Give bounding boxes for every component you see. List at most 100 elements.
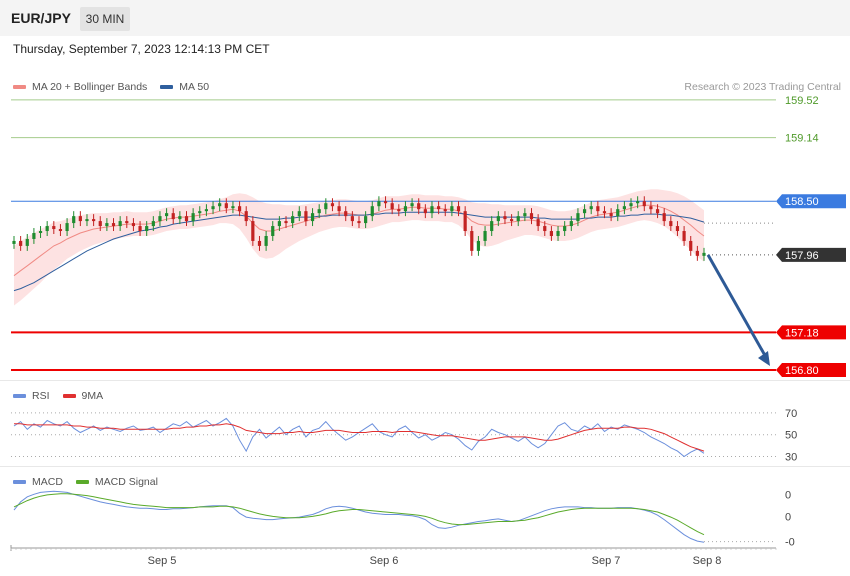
candle-body xyxy=(105,223,109,227)
legend-ma20-label: MA 20 + Bollinger Bands xyxy=(32,81,148,93)
panel-divider-macd xyxy=(0,466,850,467)
candle-body xyxy=(543,226,547,232)
legend-rsi-label: RSI xyxy=(32,390,50,402)
candle-body xyxy=(523,213,527,217)
candle-body xyxy=(284,221,288,224)
macd-tick-label-0: 0 xyxy=(785,489,791,501)
candle-body xyxy=(178,216,182,220)
rsi-line xyxy=(13,417,705,458)
candle-body xyxy=(224,203,228,209)
candle-body xyxy=(403,206,408,212)
candle-body xyxy=(257,240,262,246)
legend-macd-signal-label: MACD Signal xyxy=(94,476,158,488)
candle-body xyxy=(695,250,699,256)
candle-body xyxy=(304,211,308,222)
forecast-arrow-head xyxy=(758,351,770,367)
x-tick-label-sep-6: Sep 6 xyxy=(370,555,399,567)
candle-body xyxy=(456,206,461,212)
legend-ma20-swatch xyxy=(13,85,26,89)
candle-body xyxy=(184,216,189,222)
legend-macd-swatch xyxy=(13,480,26,484)
candle-body xyxy=(337,206,341,212)
candle-body xyxy=(131,223,136,227)
candle-body xyxy=(483,231,487,241)
candle-body xyxy=(669,221,673,227)
candle-body xyxy=(118,221,122,227)
candle-body xyxy=(25,238,29,246)
ma50-line xyxy=(13,211,705,292)
candle-body xyxy=(171,213,175,220)
candle-body xyxy=(383,201,388,204)
candle-body xyxy=(417,203,421,210)
candle-body xyxy=(38,231,43,234)
candle-body xyxy=(158,216,162,222)
candle-body xyxy=(364,216,368,224)
legend-macd: MACD xyxy=(13,476,63,488)
candle-body xyxy=(702,252,706,256)
rsi-ref-label-30: 30 xyxy=(785,452,797,464)
macd-legend: MACD MACD Signal xyxy=(13,476,171,488)
panel-divider-rsi xyxy=(0,380,850,381)
candle-body xyxy=(85,219,89,222)
candle-body xyxy=(350,216,354,222)
candle-body xyxy=(204,209,209,212)
candle-body xyxy=(310,213,315,222)
datetime-label: Thursday, September 7, 2023 12:14:13 PM … xyxy=(13,42,270,56)
x-tick-label-sep-5: Sep 5 xyxy=(148,555,177,567)
candle-body xyxy=(397,209,401,212)
candle-body xyxy=(191,213,195,222)
candle-body xyxy=(237,206,242,212)
candle-body xyxy=(52,226,56,230)
candle-body xyxy=(357,221,361,224)
legend-macd-signal: MACD Signal xyxy=(75,476,158,488)
candle-body xyxy=(317,209,321,214)
candle-body xyxy=(151,221,155,227)
candle-body xyxy=(662,213,666,222)
legend-rsi-swatch xyxy=(13,394,26,398)
candle-body xyxy=(330,203,335,207)
symbol-title: EUR/JPY xyxy=(11,10,71,26)
candle-body xyxy=(476,240,481,251)
candle-body xyxy=(198,211,202,214)
candle-body xyxy=(563,226,567,232)
candle-body xyxy=(689,240,693,251)
candle-body xyxy=(111,223,116,227)
candle-body xyxy=(556,231,560,236)
macd-tick-label-2: -0 xyxy=(785,537,795,549)
candle-body xyxy=(602,211,607,214)
legend-ma50-label: MA 50 xyxy=(179,81,210,93)
rsi-ma-line xyxy=(14,423,705,452)
candle-body xyxy=(529,213,534,220)
legend-ma50-swatch xyxy=(160,85,174,89)
forecast-arrow-shaft xyxy=(706,254,769,360)
level-tag-157.96 xyxy=(776,247,846,262)
level-tag-157.18 xyxy=(776,325,846,340)
level-tag-156.80 xyxy=(776,363,846,378)
level-label-157.18: 157.18 xyxy=(785,327,819,339)
candle-body xyxy=(244,211,248,222)
candle-body xyxy=(582,209,587,214)
candle-body xyxy=(629,203,633,207)
candle-body xyxy=(490,221,494,232)
timeframe-button[interactable]: 30 MIN xyxy=(80,7,130,31)
level-label-156.80: 156.80 xyxy=(785,365,819,377)
candle-body xyxy=(211,206,215,210)
candle-body xyxy=(675,226,680,232)
candle-body xyxy=(622,206,626,210)
candle-body xyxy=(616,209,620,217)
candle-body xyxy=(370,206,374,217)
candle-body xyxy=(58,229,63,232)
level-label-159.52: 159.52 xyxy=(785,95,819,107)
candle-body xyxy=(92,219,96,222)
candle-body xyxy=(297,211,301,217)
candle-body xyxy=(65,223,69,232)
legend-rsi: RSI xyxy=(13,390,50,402)
candle-body xyxy=(78,216,82,222)
candle-body xyxy=(423,209,427,214)
candle-body xyxy=(636,201,640,204)
level-tag-158.50 xyxy=(776,194,846,209)
rsi-ref-label-50: 50 xyxy=(785,430,797,442)
candle-body xyxy=(138,226,142,232)
candle-body xyxy=(496,216,500,222)
